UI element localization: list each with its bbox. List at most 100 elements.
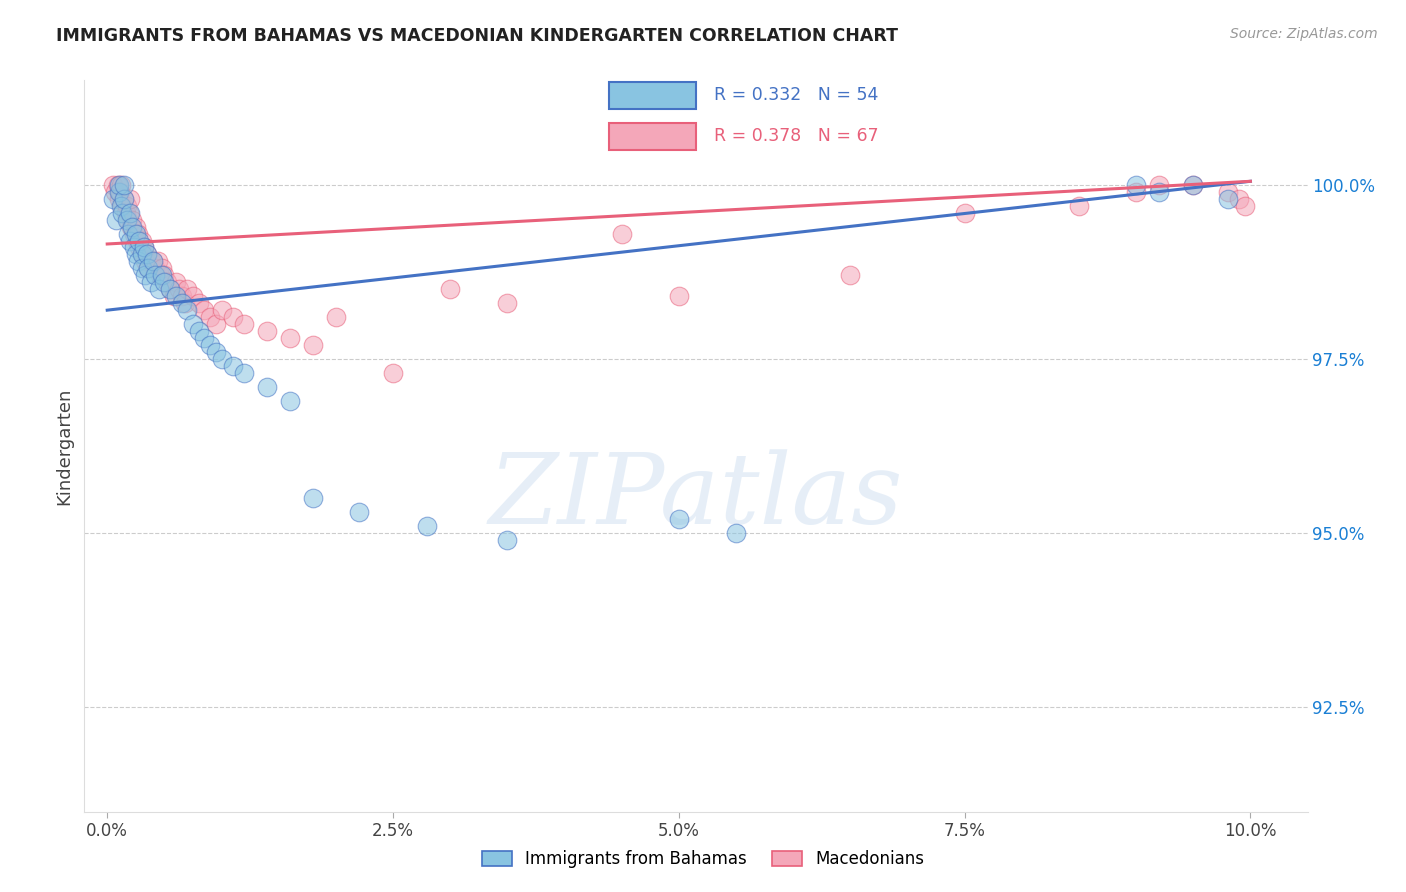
Point [127,227,149,241]
Point [139,254,162,268]
Point [125,247,148,261]
Point [120,205,142,219]
Text: IMMIGRANTS FROM BAHAMAS VS MACEDONIAN KINDERGARTEN CORRELATION CHART: IMMIGRANTS FROM BAHAMAS VS MACEDONIAN KI… [56,27,898,45]
Point [1233,199,1256,213]
Point [222,359,245,373]
Point [193,331,215,345]
Point [839,268,862,283]
Point [256,380,278,394]
Point [101,178,124,192]
Point [668,289,690,303]
Point [121,212,143,227]
Point [302,491,325,506]
Point [136,247,159,261]
Point [156,275,179,289]
Point [302,338,325,352]
Point [125,234,148,248]
Point [148,282,170,296]
Point [1182,178,1205,192]
Point [131,261,153,276]
Point [138,261,160,276]
Point [162,289,184,303]
Legend: Immigrants from Bahamas, Macedonians: Immigrants from Bahamas, Macedonians [475,844,931,875]
Point [724,526,747,541]
Point [1125,185,1147,199]
Point [382,366,405,380]
Point [122,240,145,254]
Point [167,282,190,296]
Point [101,192,124,206]
Bar [609,123,696,150]
Point [114,205,136,219]
Point [205,317,228,331]
Point [325,310,347,325]
Point [198,310,221,325]
Point [211,351,233,366]
Point [138,261,160,276]
Point [107,178,129,192]
Bar [609,82,696,109]
Point [668,512,690,526]
Point [165,275,187,289]
Point [198,338,221,352]
Point [108,185,131,199]
Point [193,303,215,318]
Point [176,282,198,296]
Point [143,268,166,283]
Point [110,178,132,192]
Point [104,185,127,199]
Point [222,310,245,325]
Point [181,289,204,303]
Point [112,178,135,192]
Point [146,254,169,268]
Point [1216,185,1239,199]
Point [181,317,204,331]
Point [142,254,165,268]
Text: ZIPatlas: ZIPatlas [489,450,903,545]
Point [610,227,633,241]
Point [139,275,162,289]
Point [121,219,143,234]
Point [110,199,132,213]
Point [125,227,148,241]
Point [159,282,181,296]
Point [131,247,153,261]
Point [174,296,197,310]
Point [118,205,141,219]
Point [120,234,142,248]
Point [131,247,153,261]
Point [439,282,461,296]
Point [153,275,176,289]
Point [233,317,256,331]
Point [111,199,134,213]
Text: R = 0.332   N = 54: R = 0.332 N = 54 [714,87,879,104]
Point [150,261,173,276]
Point [496,296,519,310]
Point [159,282,181,296]
Point [142,254,165,268]
Point [128,240,150,254]
Point [107,192,129,206]
Point [112,192,135,206]
Point [143,261,166,276]
Point [111,205,134,219]
Point [211,303,233,318]
Point [107,178,129,192]
Text: Source: ZipAtlas.com: Source: ZipAtlas.com [1230,27,1378,41]
Point [134,254,156,268]
Point [128,234,150,248]
Point [136,247,159,261]
Point [256,324,278,338]
Text: R = 0.378   N = 67: R = 0.378 N = 67 [714,128,879,145]
Point [117,212,139,227]
Point [122,227,145,241]
Point [1147,178,1170,192]
Point [1147,185,1170,199]
Point [134,268,156,283]
Point [112,192,135,206]
Point [347,505,370,519]
Point [127,254,149,268]
Point [120,192,142,206]
Point [170,289,193,303]
Point [153,268,176,283]
